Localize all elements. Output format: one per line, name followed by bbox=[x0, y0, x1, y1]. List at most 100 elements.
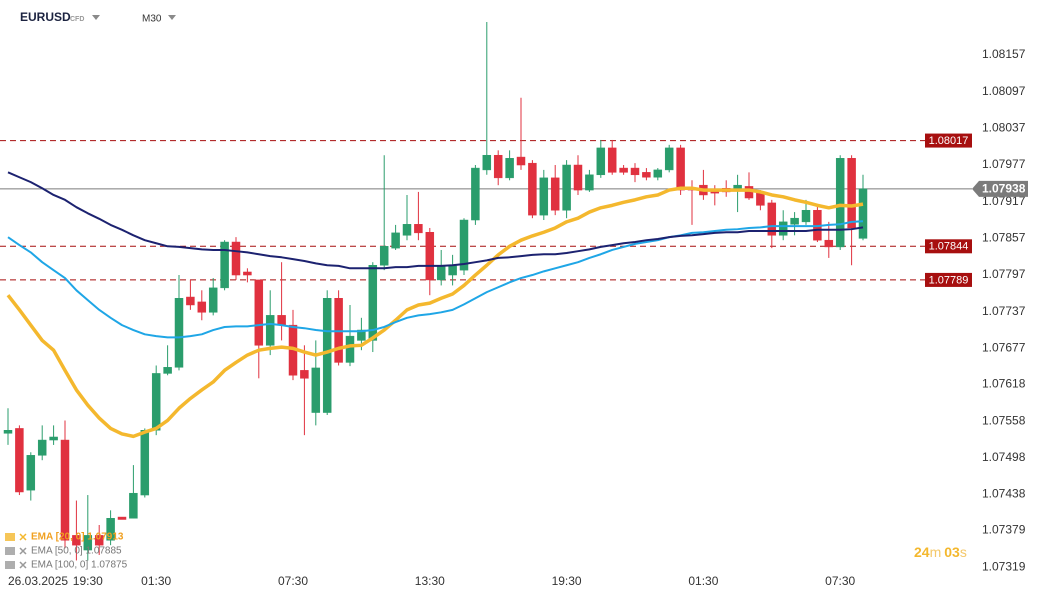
candle-body bbox=[300, 370, 309, 379]
y-tick-label: 1.08157 bbox=[982, 47, 1026, 61]
y-tick-label: 1.07618 bbox=[982, 377, 1026, 391]
legend-label: EMA [20, 0] 1.07913 bbox=[31, 532, 124, 543]
candle-body bbox=[550, 177, 560, 211]
candle-body bbox=[49, 436, 58, 441]
legend: EMA [20, 0] 1.07913 EMA [50, 0] 1.07885 EM… bbox=[5, 532, 128, 571]
candle-body bbox=[391, 232, 400, 249]
y-tick-label: 1.07737 bbox=[982, 304, 1026, 318]
level-label: 1.07844 bbox=[929, 241, 969, 253]
legend-remove bbox=[19, 547, 27, 555]
candle-body bbox=[402, 224, 412, 236]
timeframe[interactable]: M30 bbox=[142, 14, 162, 25]
candle-body bbox=[220, 241, 229, 289]
candle-body bbox=[186, 296, 195, 306]
x-tick-label: 01:30 bbox=[688, 574, 718, 588]
candle-body bbox=[847, 158, 856, 229]
y-tick-label: 1.07379 bbox=[982, 523, 1026, 537]
countdown-minutes: 24 bbox=[914, 544, 930, 560]
candle-body bbox=[619, 167, 628, 173]
x-tick-label: 01:30 bbox=[141, 574, 171, 588]
x-tick-label: 07:30 bbox=[278, 574, 308, 588]
current-price-box bbox=[972, 180, 1028, 197]
level-label-box bbox=[925, 272, 972, 287]
candle-body bbox=[573, 164, 583, 191]
candle-body bbox=[858, 188, 868, 239]
candle-body bbox=[835, 158, 845, 248]
y-tick-label: 1.08097 bbox=[982, 84, 1026, 98]
candle-body bbox=[197, 301, 207, 313]
candle-body bbox=[243, 271, 252, 276]
candle-body bbox=[425, 231, 435, 281]
candle-body bbox=[163, 367, 172, 374]
candle-body bbox=[72, 535, 81, 546]
candle-body bbox=[471, 167, 480, 221]
x-tick-label: 19:30 bbox=[552, 574, 582, 588]
y-tick-label: 1.07977 bbox=[982, 157, 1026, 171]
y-tick-label: 1.07558 bbox=[982, 413, 1026, 427]
candle-body bbox=[357, 329, 366, 341]
candle-body bbox=[756, 192, 765, 206]
candle-body bbox=[322, 298, 332, 413]
candle-body bbox=[94, 535, 104, 546]
legend-icon bbox=[5, 561, 15, 569]
symbol[interactable]: EURUSD bbox=[20, 10, 71, 24]
date-label: 26.03.2025 bbox=[8, 574, 68, 588]
candle-body bbox=[436, 265, 446, 281]
instrument-type: CFD bbox=[70, 16, 84, 23]
y-tick-label: 1.07438 bbox=[982, 487, 1026, 501]
candle-body bbox=[642, 172, 651, 178]
symbol-dropdown[interactable] bbox=[92, 15, 100, 20]
candle-body bbox=[15, 428, 24, 493]
timeframe-dropdown[interactable] bbox=[168, 15, 176, 20]
countdown-seconds: 03 bbox=[944, 544, 960, 560]
candle-body bbox=[151, 373, 161, 431]
countdown-s: s bbox=[960, 544, 967, 560]
candle-body bbox=[140, 430, 150, 496]
header: EURUSD CFD M30 bbox=[20, 10, 176, 25]
candle-body bbox=[482, 154, 492, 171]
candle-body bbox=[607, 147, 617, 173]
legend-remove bbox=[19, 561, 27, 569]
candle-body bbox=[562, 164, 571, 211]
candle-body bbox=[448, 265, 457, 276]
legend-label: EMA [50, 0] 1.07885 bbox=[31, 546, 122, 557]
candle-body bbox=[516, 156, 526, 166]
ema-line bbox=[7, 220, 864, 339]
candle-body bbox=[801, 209, 811, 223]
candle-body bbox=[653, 169, 663, 178]
y-tick-label: 1.07857 bbox=[982, 231, 1026, 245]
countdown-m: m bbox=[930, 544, 942, 560]
candle-body bbox=[528, 162, 537, 216]
candle-body bbox=[493, 154, 503, 179]
candle-body bbox=[539, 177, 549, 216]
candle-body bbox=[83, 535, 93, 551]
plot-area bbox=[0, 22, 972, 561]
candle-body bbox=[676, 147, 685, 191]
y-tick-label: 1.07797 bbox=[982, 267, 1026, 281]
ema-lines bbox=[6, 171, 864, 439]
candle-body bbox=[254, 279, 264, 346]
candle-body bbox=[129, 492, 138, 519]
candle-body bbox=[208, 287, 218, 313]
candle-body bbox=[790, 217, 799, 225]
candle-body bbox=[37, 439, 47, 456]
y-tick-label: 1.07917 bbox=[982, 194, 1026, 208]
candle-body bbox=[117, 516, 127, 520]
x-tick-label: 13:30 bbox=[415, 574, 445, 588]
level-label-box bbox=[925, 133, 972, 148]
candle-body bbox=[60, 439, 70, 541]
level-label-box bbox=[925, 239, 972, 254]
candle-body bbox=[379, 246, 389, 266]
legend-icon bbox=[5, 533, 15, 541]
candle-body bbox=[824, 239, 834, 248]
y-tick-label: 1.08037 bbox=[982, 121, 1026, 135]
y-tick-label: 1.07677 bbox=[982, 341, 1026, 355]
candle-body bbox=[664, 147, 674, 171]
candle-body bbox=[767, 202, 777, 236]
candle-body bbox=[368, 264, 378, 341]
candle-body bbox=[778, 221, 788, 236]
candle-body bbox=[231, 241, 241, 276]
candle-body bbox=[596, 147, 606, 176]
